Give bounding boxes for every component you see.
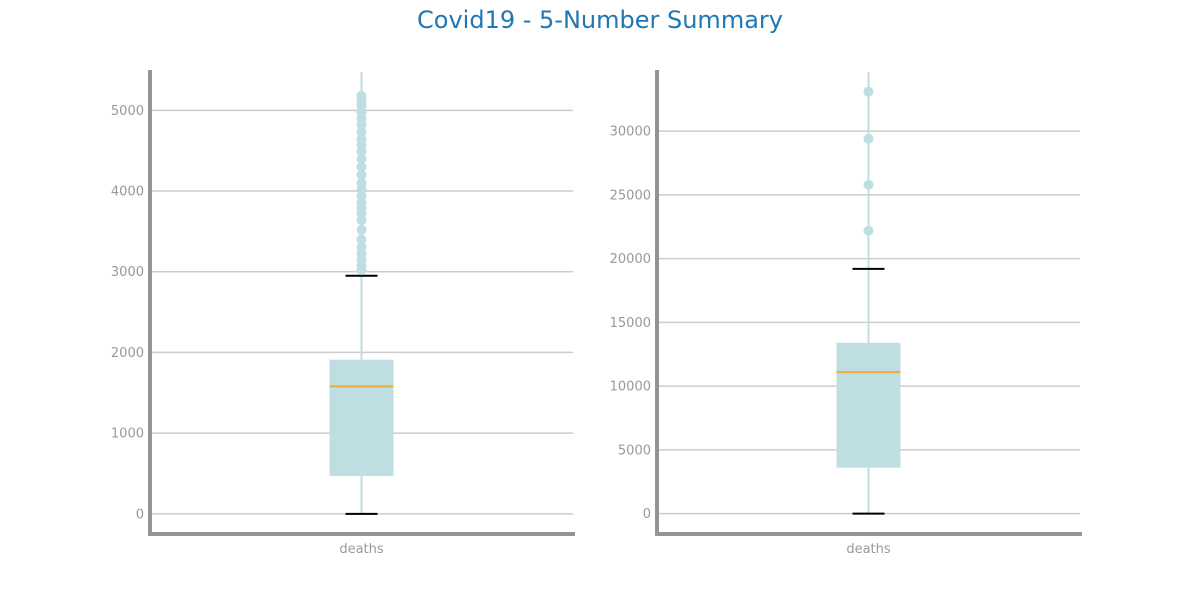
panel-2-box-iqr: [836, 342, 901, 468]
panel-1-outlier-point: [356, 224, 367, 235]
panel-1-outlier-point: [356, 90, 367, 101]
panel-2-outlier-point: [863, 86, 874, 97]
panel-1-outlier-point: [356, 161, 367, 172]
panel-2-outlier-point: [863, 179, 874, 190]
panel-1-outlier-point: [356, 134, 367, 145]
panel-1-y-tick-label: 1000: [111, 427, 144, 442]
panel-2-y-tick-label: 0: [643, 507, 651, 522]
panel-1-outlier-point: [356, 169, 367, 180]
panel-2-y-tick-label: 10000: [610, 380, 651, 395]
panel-2-y-tick-label: 30000: [610, 125, 651, 140]
panel-1-outlier-point: [356, 127, 367, 138]
chart-title: Covid19 - 5-Number Summary: [417, 6, 783, 34]
panel-1-y-tick-label: 0: [136, 507, 144, 522]
panel-2-outlier-point: [863, 133, 874, 144]
panel-1-y-tick-label: 2000: [111, 346, 144, 361]
panel-2-y-tick-label: 25000: [610, 188, 651, 203]
panel-1-y-tick-label: 4000: [111, 185, 144, 200]
panel-1-outlier-point: [356, 234, 367, 245]
panel-1-outlier-point: [356, 177, 367, 188]
panel-1-box-iqr: [329, 359, 394, 476]
panel-1-outlier-point: [356, 153, 367, 164]
panel-1-x-tick-label: deaths: [339, 542, 384, 557]
panel-2-y-tick-label: 15000: [610, 316, 651, 331]
panel-2-x-tick-label: deaths: [846, 542, 891, 557]
panel-1-y-tick-label: 5000: [111, 104, 144, 119]
panel-1-y-tick-label: 3000: [111, 265, 144, 280]
panel-2-outlier-point: [863, 225, 874, 236]
panel-1-outlier-point: [356, 241, 367, 252]
panel-2-y-tick-label: 20000: [610, 252, 651, 267]
panel-2-y-tick-label: 5000: [618, 443, 651, 458]
